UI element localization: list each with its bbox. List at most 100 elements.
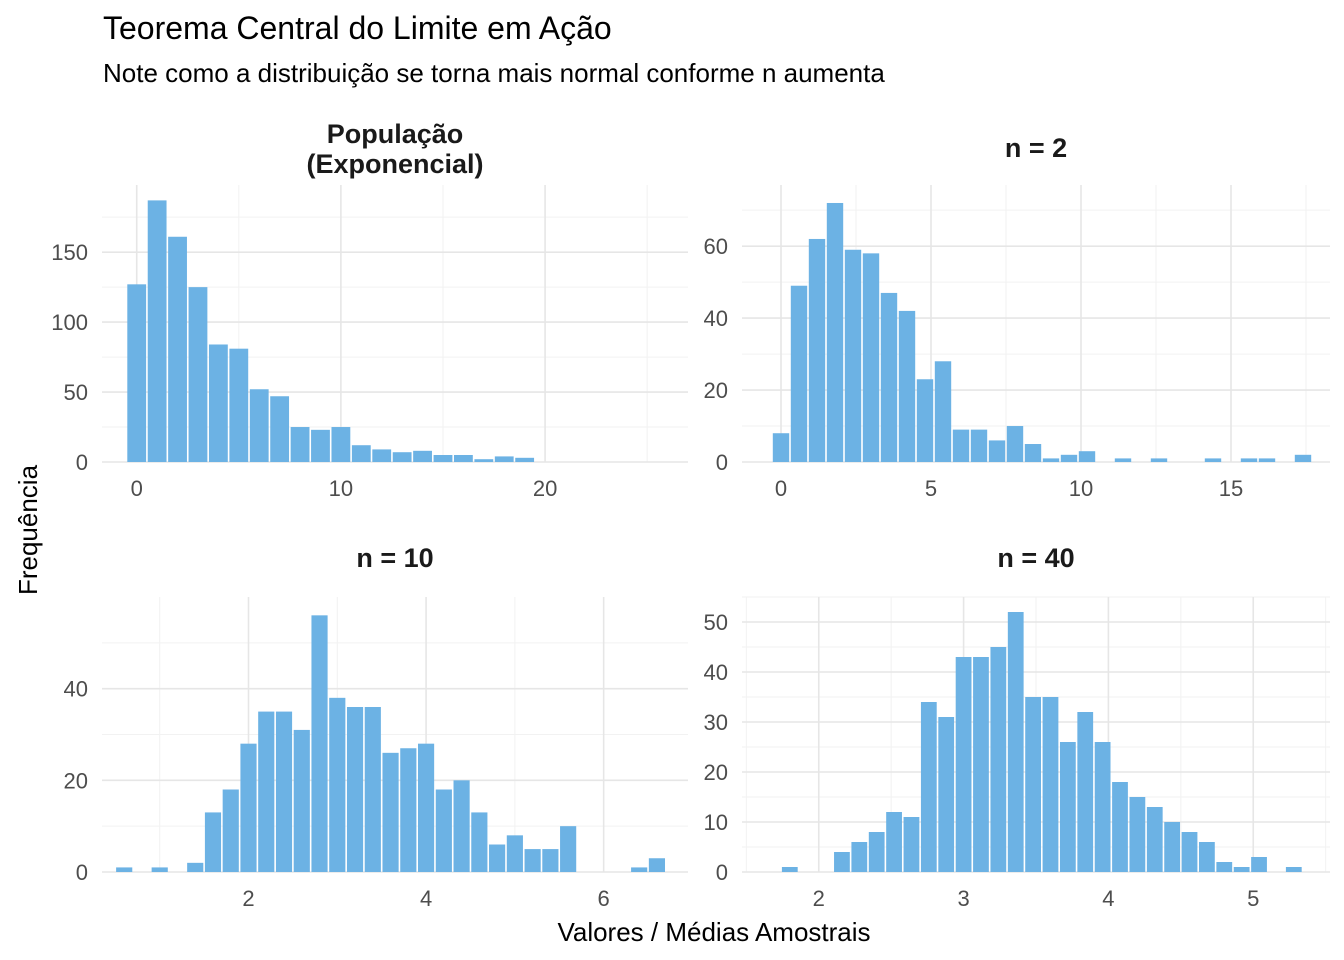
histogram-bar	[1204, 458, 1222, 462]
histogram-bar	[880, 292, 898, 462]
facet-populacao: 0 10 20 0 50 100 150 População(Exponencial)	[51, 119, 688, 501]
histogram-bar	[116, 867, 133, 872]
x-tick-label: 3	[957, 886, 969, 911]
y-axis-label: Frequência	[13, 464, 43, 595]
facet-title: População	[327, 119, 464, 149]
y-tick-label: 0	[716, 450, 728, 475]
histogram-bar	[270, 396, 290, 462]
histogram-bar	[188, 287, 208, 462]
facet-title: n = 2	[1005, 133, 1067, 163]
histogram-bar	[916, 379, 934, 462]
histogram-bar	[1150, 458, 1168, 462]
y-tick-label: 20	[704, 760, 728, 785]
histogram-bar	[955, 657, 972, 872]
x-tick-label: 5	[1247, 886, 1259, 911]
histogram-bar	[1112, 782, 1128, 872]
histogram-bar	[973, 657, 989, 872]
histogram-bar	[834, 852, 850, 872]
histogram-bar	[151, 867, 168, 872]
y-tick-label: 60	[704, 234, 728, 259]
facet-title: n = 10	[356, 543, 433, 573]
histogram-bar	[542, 849, 559, 872]
histogram-bar	[1216, 862, 1233, 872]
facet-title: n = 40	[997, 543, 1074, 573]
histogram-bar	[1251, 857, 1267, 872]
histogram-bar	[990, 647, 1007, 872]
histogram-bar	[127, 284, 147, 462]
histogram-bar	[364, 707, 381, 872]
y-tick-label: 40	[64, 677, 88, 702]
x-tick-label: 4	[420, 886, 432, 911]
histogram-bar	[453, 780, 470, 872]
histogram-bar	[1146, 807, 1163, 872]
histogram-bar	[862, 253, 880, 462]
y-tick-label: 0	[716, 860, 728, 885]
histogram-bar	[417, 743, 435, 872]
x-tick-label: 2	[242, 886, 254, 911]
y-tick-label: 0	[76, 450, 88, 475]
y-tick-label: 20	[64, 768, 88, 793]
chart-subtitle: Note como a distribuição se torna mais n…	[103, 58, 885, 88]
histogram-bar	[1059, 742, 1076, 872]
y-tick-label: 100	[51, 310, 88, 335]
histogram-bar	[790, 285, 808, 462]
histogram-bar	[1164, 822, 1181, 872]
histogram-bar	[1025, 697, 1041, 872]
histogram-bar	[886, 812, 902, 872]
histogram-bar	[1114, 458, 1132, 462]
histogram-bar	[290, 427, 310, 462]
y-tick-label: 150	[51, 240, 88, 265]
x-tick-label: 10	[329, 476, 353, 501]
x-tick-label: 2	[813, 886, 825, 911]
histogram-bar	[293, 729, 310, 872]
x-tick-label: 20	[533, 476, 557, 501]
y-tick-label: 30	[704, 710, 728, 735]
histogram-bar	[494, 456, 514, 462]
histogram-bar	[560, 826, 577, 872]
histogram-bar	[351, 445, 371, 462]
histogram-bar	[346, 707, 364, 872]
x-tick-label: 10	[1069, 476, 1093, 501]
histogram-bar	[970, 429, 988, 462]
histogram-bar	[249, 389, 269, 462]
x-tick-label: 15	[1219, 476, 1243, 501]
histogram-bar	[1181, 832, 1198, 872]
histogram-bar	[372, 449, 392, 462]
y-tick-label: 50	[64, 380, 88, 405]
histogram-bar	[1199, 842, 1215, 872]
histogram-bar	[400, 748, 417, 872]
histogram-bar	[222, 789, 239, 872]
histogram-bar	[515, 457, 535, 462]
histogram-bar	[413, 450, 432, 462]
facet-n-10: 2 4 6 0 20 40 n = 10	[64, 543, 688, 911]
histogram-bar	[938, 717, 955, 872]
histogram-bar	[851, 842, 868, 872]
histogram-bar	[275, 711, 293, 872]
y-tick-label: 50	[704, 610, 728, 635]
histogram-bar	[781, 867, 798, 872]
x-tick-label: 5	[925, 476, 937, 501]
x-tick-label: 6	[598, 886, 610, 911]
histogram-bar	[844, 249, 862, 462]
histogram-bar	[1129, 797, 1146, 872]
histogram-bar	[903, 817, 920, 872]
histogram-bar	[392, 452, 412, 462]
histogram-bar	[311, 429, 330, 462]
histogram-bar	[898, 310, 916, 462]
histogram-bar	[1233, 867, 1250, 872]
histogram-bar	[187, 862, 204, 872]
histogram-bar	[631, 867, 648, 872]
histogram-bar	[648, 858, 666, 872]
histogram-bar	[208, 344, 228, 462]
facet-n-2: 0 5 10 15 0 20 40 60 n = 2	[704, 133, 1330, 501]
histogram-bar	[474, 459, 494, 462]
histogram-bar	[868, 832, 885, 872]
histogram-bar	[1024, 444, 1042, 462]
histogram-bar	[331, 427, 351, 462]
x-tick-label: 4	[1102, 886, 1114, 911]
histogram-bar	[258, 711, 275, 872]
histogram-bar	[772, 433, 790, 462]
histogram-bar	[920, 702, 937, 872]
